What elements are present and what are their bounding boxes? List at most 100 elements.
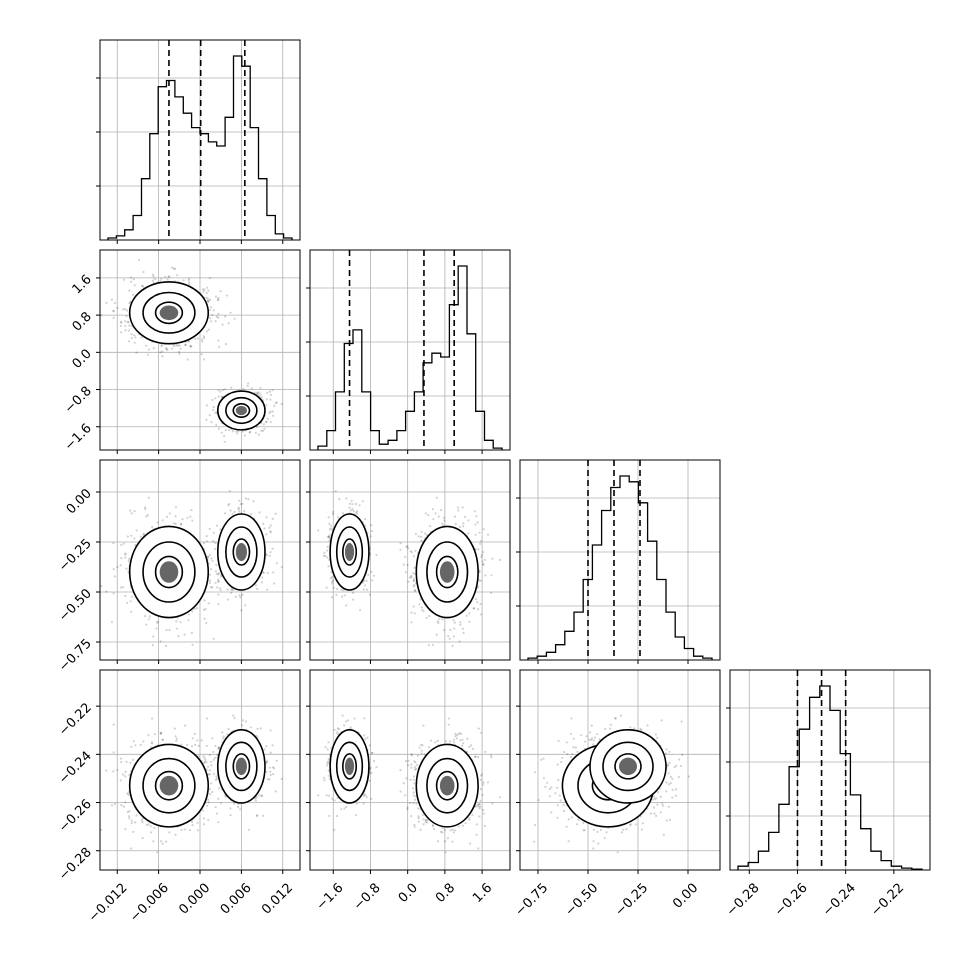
scatter-point	[215, 777, 218, 780]
scatter-point	[334, 490, 337, 493]
scatter-point	[368, 593, 371, 596]
scatter-point	[239, 596, 242, 599]
scatter-point	[128, 817, 131, 820]
scatter-point	[478, 570, 481, 573]
density-core-1	[235, 405, 247, 416]
scatter-point	[272, 414, 275, 417]
scatter-point	[209, 793, 212, 796]
scatter-point	[434, 512, 437, 515]
scatter-point	[161, 355, 164, 358]
scatter-point	[458, 640, 461, 643]
scatter-point	[478, 579, 481, 582]
frame-1-0	[99, 249, 301, 451]
scatter-point	[414, 589, 417, 593]
scatter-point	[465, 614, 468, 617]
scatter-point	[175, 620, 178, 623]
scatter-point	[266, 588, 269, 591]
scatter-point	[217, 578, 220, 581]
scatter-point	[239, 808, 242, 811]
scatter-point	[220, 575, 223, 578]
scatter-point	[159, 280, 162, 283]
scatter-point	[224, 429, 227, 432]
scatter-point	[227, 504, 230, 507]
scatter-point	[203, 757, 206, 760]
scatter-point	[238, 510, 241, 513]
scatter-point	[130, 534, 133, 537]
scatter-point	[191, 824, 194, 827]
scatter-point	[224, 343, 227, 346]
scatter-point	[187, 277, 191, 280]
scatter-point	[203, 617, 206, 620]
scatter-point	[352, 598, 355, 601]
scatter-point	[225, 294, 229, 297]
scatter-point	[124, 556, 127, 559]
scatter-point	[126, 535, 129, 538]
scatter-point	[227, 322, 230, 325]
scatter-point	[424, 512, 427, 515]
scatter-point	[412, 579, 415, 582]
scatter-point	[210, 421, 213, 424]
scatter-point	[161, 842, 164, 845]
scatter-point	[207, 328, 210, 331]
scatter-point	[223, 440, 226, 443]
scatter-point	[140, 336, 143, 339]
contour-0-2	[435, 555, 459, 589]
scatter-point	[134, 336, 137, 339]
scatter-point	[208, 773, 211, 776]
scatter-point	[419, 598, 422, 601]
scatter-point	[184, 343, 187, 347]
scatter-point	[194, 337, 197, 340]
scatter-point	[159, 732, 162, 735]
scatter-point	[371, 579, 374, 582]
scatter-point	[159, 640, 162, 643]
scatter-point	[413, 589, 417, 592]
scatter-point	[342, 512, 345, 515]
scatter-point	[231, 588, 235, 592]
scatter-point	[269, 531, 272, 534]
scatter-point	[196, 739, 199, 742]
scatter-point	[142, 533, 145, 536]
scatter-point	[140, 819, 143, 822]
scatter-point	[142, 270, 145, 274]
scatter-point	[205, 744, 208, 747]
scatter-point	[461, 627, 464, 630]
scatter-point	[221, 731, 224, 734]
scatter-point	[337, 516, 340, 519]
scatter-point	[205, 621, 208, 625]
scatter-point	[354, 502, 358, 506]
scatter-point	[119, 757, 123, 760]
scatter-point	[233, 317, 236, 320]
scatter-point	[133, 510, 136, 513]
scatter-point	[263, 527, 266, 530]
scatter-point	[183, 633, 186, 636]
panel-2-1	[317, 490, 502, 648]
scatter-point	[269, 393, 272, 396]
scatter-point	[266, 391, 269, 394]
scatter-point	[479, 542, 482, 545]
scatter-point	[196, 337, 199, 340]
scatter-point	[125, 315, 128, 318]
scatter-point	[265, 745, 268, 748]
scatter-point	[274, 402, 277, 405]
scatter-point	[414, 549, 417, 552]
scatter-point	[468, 620, 471, 623]
scatter-point	[132, 740, 135, 743]
scatter-point	[241, 724, 244, 727]
scatter-point	[125, 567, 128, 571]
scatter-point	[462, 525, 465, 528]
scatter-point	[222, 735, 225, 738]
scatter-point	[484, 574, 487, 577]
scatter-point	[335, 593, 338, 597]
scatter-point	[326, 549, 329, 552]
scatter-point	[230, 588, 233, 592]
scatter-point	[405, 545, 408, 548]
scatter-point	[486, 533, 490, 536]
scatter-point	[187, 281, 191, 284]
scatter-point	[195, 607, 199, 610]
scatter-point	[233, 510, 236, 514]
scatter-point	[263, 427, 266, 430]
scatter-point	[222, 737, 225, 740]
scatter-point	[229, 311, 232, 314]
scatter-point	[219, 290, 222, 293]
